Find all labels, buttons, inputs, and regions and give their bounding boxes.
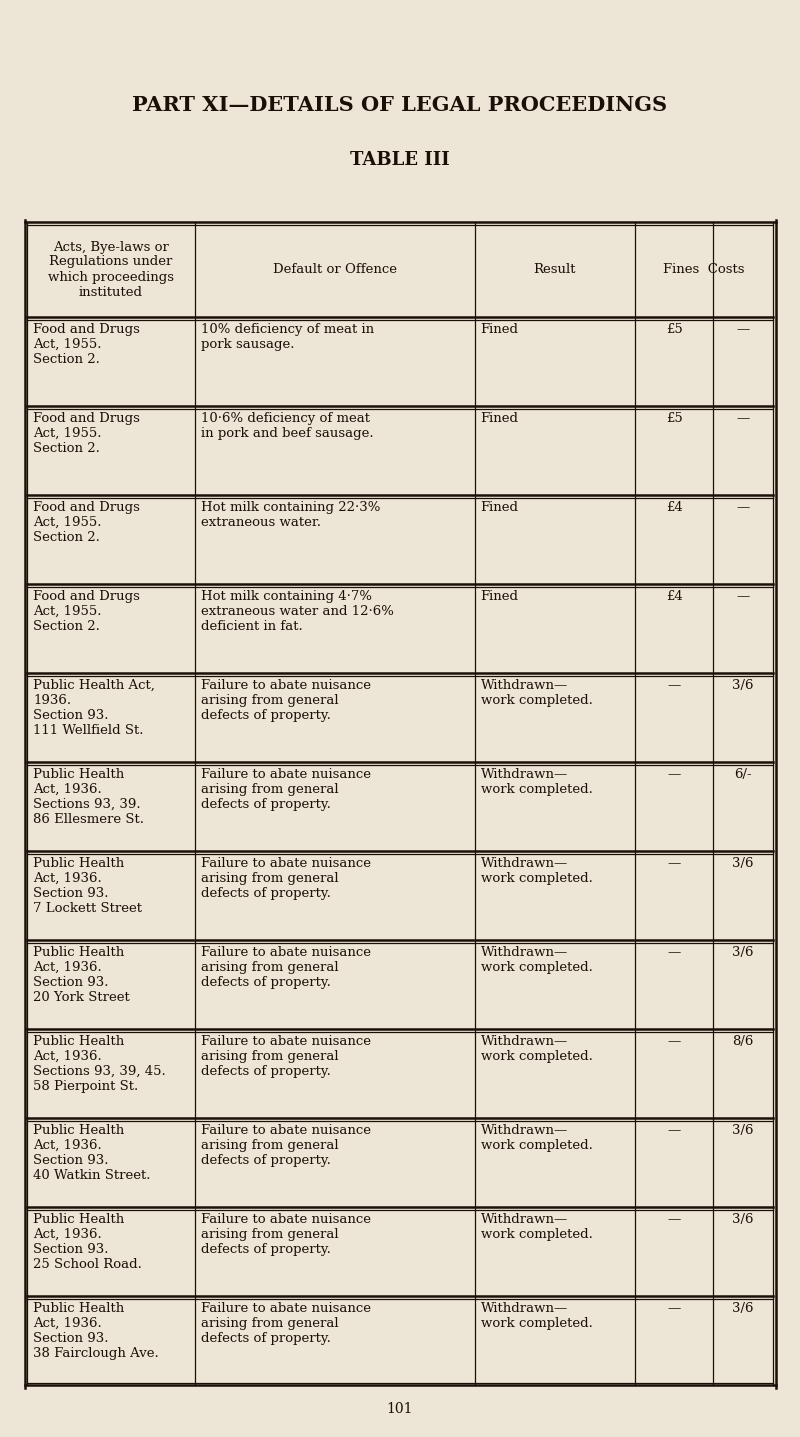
Text: Fined: Fined (481, 412, 518, 425)
Text: —: — (667, 1124, 681, 1137)
Text: —: — (737, 412, 750, 425)
Text: Public Health Act,
1936.
Section 93.
111 Wellfield St.: Public Health Act, 1936. Section 93. 111… (33, 680, 155, 737)
Text: Hot milk containing 4·7%
extraneous water and 12·6%
deficient in fat.: Hot milk containing 4·7% extraneous wate… (201, 591, 394, 634)
Text: Failure to abate nuisance
arising from general
defects of property.: Failure to abate nuisance arising from g… (201, 1035, 371, 1078)
Text: Withdrawn—
work completed.: Withdrawn— work completed. (481, 856, 593, 885)
Text: —: — (737, 502, 750, 514)
Text: Withdrawn—
work completed.: Withdrawn— work completed. (481, 946, 593, 974)
Text: Withdrawn—
work completed.: Withdrawn— work completed. (481, 1302, 593, 1331)
Text: Failure to abate nuisance
arising from general
defects of property.: Failure to abate nuisance arising from g… (201, 856, 371, 900)
Text: Withdrawn—
work completed.: Withdrawn— work completed. (481, 1124, 593, 1152)
Text: Withdrawn—
work completed.: Withdrawn— work completed. (481, 767, 593, 796)
Text: Public Health
Act, 1936.
Sections 93, 39, 45.
58 Pierpoint St.: Public Health Act, 1936. Sections 93, 39… (33, 1035, 166, 1094)
Text: £4: £4 (666, 591, 682, 604)
Text: Fined: Fined (481, 323, 518, 336)
Text: Failure to abate nuisance
arising from general
defects of property.: Failure to abate nuisance arising from g… (201, 1124, 371, 1167)
Text: Hot milk containing 22·3%
extraneous water.: Hot milk containing 22·3% extraneous wat… (201, 502, 380, 529)
Text: £5: £5 (666, 412, 682, 425)
Text: Public Health
Act, 1936.
Section 93.
40 Watkin Street.: Public Health Act, 1936. Section 93. 40 … (33, 1124, 150, 1183)
Text: Fined: Fined (481, 591, 518, 604)
Text: —: — (667, 946, 681, 958)
Text: Public Health
Act, 1936.
Section 93.
7 Lockett Street: Public Health Act, 1936. Section 93. 7 L… (33, 856, 142, 915)
Text: £5: £5 (666, 323, 682, 336)
Text: 101: 101 (386, 1403, 414, 1415)
Text: 3/6: 3/6 (733, 680, 754, 693)
Text: TABLE III: TABLE III (350, 151, 450, 170)
Text: —: — (737, 323, 750, 336)
Text: PART XI—DETAILS OF LEGAL PROCEEDINGS: PART XI—DETAILS OF LEGAL PROCEEDINGS (133, 95, 667, 115)
Text: Public Health
Act, 1936.
Section 93.
20 York Street: Public Health Act, 1936. Section 93. 20 … (33, 946, 130, 1004)
Text: Public Health
Act, 1936.
Sections 93, 39.
86 Ellesmere St.: Public Health Act, 1936. Sections 93, 39… (33, 767, 144, 826)
Text: Food and Drugs
Act, 1955.
Section 2.: Food and Drugs Act, 1955. Section 2. (33, 591, 140, 634)
Text: 10% deficiency of meat in
pork sausage.: 10% deficiency of meat in pork sausage. (201, 323, 374, 351)
Text: —: — (667, 1302, 681, 1315)
Text: Public Health
Act, 1936.
Section 93.
38 Fairclough Ave.: Public Health Act, 1936. Section 93. 38 … (33, 1302, 158, 1359)
Text: 10·6% deficiency of meat
in pork and beef sausage.: 10·6% deficiency of meat in pork and bee… (201, 412, 374, 440)
Text: —: — (667, 680, 681, 693)
Text: Result: Result (534, 263, 576, 276)
Text: Failure to abate nuisance
arising from general
defects of property.: Failure to abate nuisance arising from g… (201, 1302, 371, 1345)
Text: 6/-: 6/- (734, 767, 752, 780)
Text: Public Health
Act, 1936.
Section 93.
25 School Road.: Public Health Act, 1936. Section 93. 25 … (33, 1213, 142, 1270)
Text: Withdrawn—
work completed.: Withdrawn— work completed. (481, 1035, 593, 1063)
Text: —: — (667, 1213, 681, 1226)
Text: —: — (667, 767, 681, 780)
Text: 3/6: 3/6 (733, 946, 754, 958)
Text: Fines  Costs: Fines Costs (663, 263, 745, 276)
Text: —: — (667, 856, 681, 869)
Text: £4: £4 (666, 502, 682, 514)
Text: —: — (737, 591, 750, 604)
Text: Fined: Fined (481, 502, 518, 514)
Text: 3/6: 3/6 (733, 856, 754, 869)
Text: Acts, Bye-laws or
Regulations under
which proceedings
instituted: Acts, Bye-laws or Regulations under whic… (48, 240, 174, 299)
Text: Withdrawn—
work completed.: Withdrawn— work completed. (481, 680, 593, 707)
Text: Withdrawn—
work completed.: Withdrawn— work completed. (481, 1213, 593, 1242)
Text: Food and Drugs
Act, 1955.
Section 2.: Food and Drugs Act, 1955. Section 2. (33, 502, 140, 545)
Text: 8/6: 8/6 (733, 1035, 754, 1048)
Text: Failure to abate nuisance
arising from general
defects of property.: Failure to abate nuisance arising from g… (201, 767, 371, 810)
Text: —: — (667, 1035, 681, 1048)
Text: Food and Drugs
Act, 1955.
Section 2.: Food and Drugs Act, 1955. Section 2. (33, 323, 140, 366)
Text: Food and Drugs
Act, 1955.
Section 2.: Food and Drugs Act, 1955. Section 2. (33, 412, 140, 456)
Text: Failure to abate nuisance
arising from general
defects of property.: Failure to abate nuisance arising from g… (201, 946, 371, 989)
Text: 3/6: 3/6 (733, 1302, 754, 1315)
Text: 3/6: 3/6 (733, 1213, 754, 1226)
Text: Failure to abate nuisance
arising from general
defects of property.: Failure to abate nuisance arising from g… (201, 1213, 371, 1256)
Text: Default or Offence: Default or Offence (273, 263, 397, 276)
Text: Failure to abate nuisance
arising from general
defects of property.: Failure to abate nuisance arising from g… (201, 680, 371, 721)
Text: 3/6: 3/6 (733, 1124, 754, 1137)
